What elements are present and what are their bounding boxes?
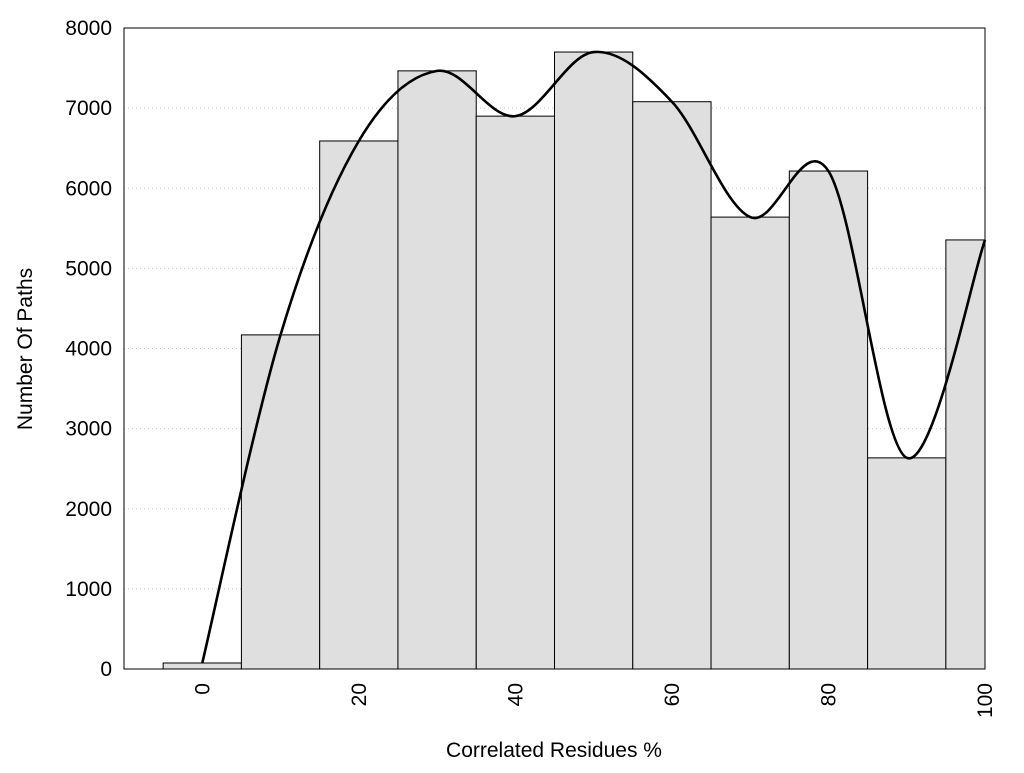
y-tick-label: 6000 [65, 177, 112, 200]
x-tick-label: 80 [817, 683, 840, 706]
y-tick-label: 0 [100, 658, 112, 681]
bar [162, 662, 242, 670]
bar [397, 70, 477, 670]
bar [945, 239, 986, 670]
smooth-curve [201, 50, 987, 664]
x-tick-label: 40 [504, 683, 527, 706]
bars [162, 51, 986, 670]
y-axis-label: Number Of Paths [14, 268, 37, 430]
bar [788, 170, 869, 670]
bar [554, 51, 634, 670]
x-tick-label: 0 [191, 683, 214, 695]
y-tick-label: 7000 [65, 97, 112, 120]
bar [710, 216, 790, 670]
plot-frame [123, 27, 986, 670]
x-tick-label: 60 [661, 683, 684, 706]
y-tick-label: 4000 [65, 338, 112, 361]
bar [867, 457, 947, 670]
y-tick-label: 3000 [65, 418, 112, 441]
bar [240, 334, 321, 670]
bar [632, 101, 712, 670]
bar [475, 115, 555, 670]
x-tick-label: 100 [974, 683, 997, 718]
y-tick-labels: 0 1000 2000 3000 4000 5000 6000 7000 8000 [65, 17, 112, 681]
y-tick-label: 2000 [65, 498, 112, 521]
y-tick-label: 1000 [65, 578, 112, 601]
bar [319, 140, 399, 670]
y-tick-label: 8000 [65, 17, 112, 40]
x-tick-labels: 0 20 40 60 80 100 [191, 683, 997, 718]
x-tick-label: 20 [348, 683, 371, 706]
x-axis-label: Correlated Residues % [446, 739, 662, 762]
y-tick-label: 5000 [65, 257, 112, 280]
